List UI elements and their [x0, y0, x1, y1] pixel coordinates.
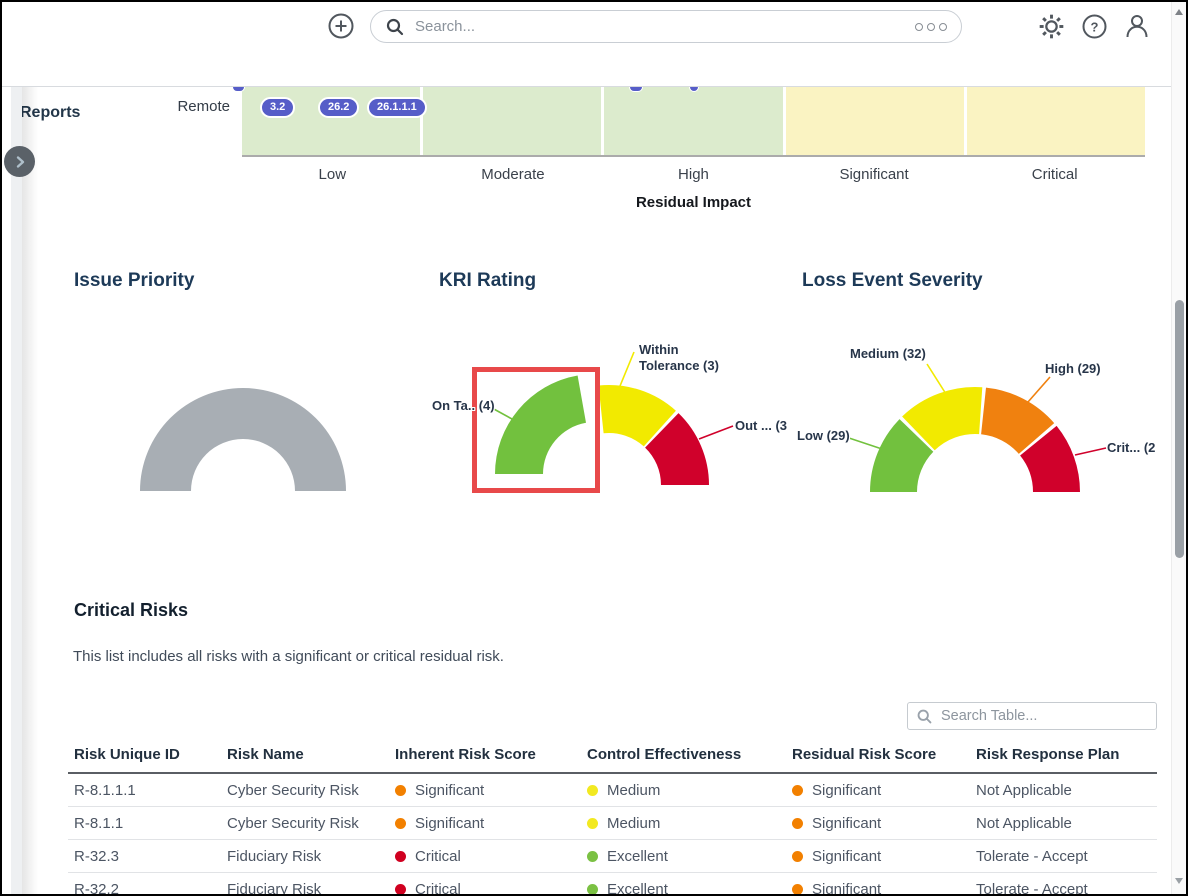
loss-event-severity-title: Loss Event Severity: [802, 270, 983, 291]
advanced-search-icon[interactable]: [915, 22, 947, 31]
table-row[interactable]: R-8.1.1.1 Cyber Security Risk Significan…: [68, 774, 1157, 807]
person-icon: [1126, 15, 1148, 38]
kri-label-out-of-tolerance: Out ... (3: [735, 418, 787, 433]
leader-line: [926, 363, 947, 395]
sidebar-expand-button[interactable]: [4, 146, 35, 177]
table-row[interactable]: R-32.3 Fiduciary Risk Critical Excellent…: [68, 840, 1157, 873]
scrollbar-thumb[interactable]: [1174, 300, 1184, 558]
heatmap-cell-high[interactable]: [604, 87, 786, 155]
search-icon: [386, 18, 404, 35]
topbar: ?: [2, 2, 1186, 48]
risk-badge[interactable]: 26.1.1.1: [367, 97, 427, 118]
status-dot: [587, 851, 598, 862]
heatmap-cell-critical[interactable]: [966, 87, 1146, 155]
vertical-scrollbar[interactable]: [1171, 2, 1186, 894]
table-row[interactable]: R-8.1.1 Cyber Security Risk Significant …: [68, 807, 1157, 840]
plus-circle-icon: [328, 13, 354, 39]
status-dot: [792, 818, 803, 829]
critical-risks-title: Critical Risks: [74, 600, 189, 620]
status-dot: [587, 818, 598, 829]
heatmap-column-labels: Low Moderate High Significant Critical: [242, 166, 1145, 183]
kri-rating-title: KRI Rating: [439, 270, 537, 291]
column-label-low: Low: [318, 166, 347, 183]
column-header[interactable]: Risk Name: [227, 746, 304, 763]
status-dot: [395, 884, 406, 894]
critical-risks-description: This list includes all risks with a sign…: [73, 648, 504, 665]
create-button[interactable]: [327, 12, 355, 43]
column-header[interactable]: Risk Unique ID: [74, 746, 180, 763]
status-dot: [587, 785, 598, 796]
heatmap-x-axis-label: Residual Impact: [635, 194, 752, 211]
heatmap-cell-moderate[interactable]: [423, 87, 605, 155]
column-header[interactable]: Control Effectiveness: [587, 746, 742, 763]
help-button[interactable]: ?: [1082, 14, 1107, 42]
svg-text:?: ?: [1091, 20, 1099, 35]
table-search-input[interactable]: [941, 708, 1148, 724]
table-header-row: Risk Unique ID Risk Name Inherent Risk S…: [68, 740, 1157, 773]
issue-priority-title: Issue Priority: [74, 270, 195, 291]
les-low-slice[interactable]: [870, 419, 934, 492]
sidebar-shadow: [22, 87, 38, 894]
account-button[interactable]: [1122, 11, 1152, 44]
column-header[interactable]: Inherent Risk Score: [395, 746, 536, 763]
scroll-down-arrow[interactable]: [1175, 878, 1183, 884]
table-search[interactable]: [907, 702, 1157, 730]
settings-button[interactable]: [1038, 13, 1065, 43]
les-high-slice[interactable]: [981, 387, 1055, 454]
status-dot: [587, 884, 598, 894]
kri-within-tolerance-slice[interactable]: [598, 384, 676, 447]
search-input[interactable]: [415, 18, 915, 35]
les-label-high: High (29): [1045, 361, 1101, 376]
column-label-moderate: Moderate: [481, 166, 545, 183]
gear-icon: [1039, 14, 1064, 39]
column-header[interactable]: Residual Risk Score: [792, 746, 937, 763]
les-label-low: Low (29): [797, 428, 850, 443]
leader-line: [491, 407, 513, 420]
status-dot: [395, 851, 406, 862]
column-header[interactable]: Risk Response Plan: [976, 746, 1120, 763]
issue-priority-gauge: [140, 386, 347, 493]
table-row[interactable]: R-32.2 Fiduciary Risk Critical Excellent…: [68, 873, 1157, 894]
les-label-medium: Medium (32): [850, 346, 926, 361]
reports-dropdown-label: Reports: [20, 104, 81, 121]
kri-out-of-tolerance-slice[interactable]: [645, 413, 709, 485]
les-label-critical: Crit... (2: [1107, 440, 1156, 455]
heatmap-cell-significant[interactable]: [785, 87, 967, 155]
les-medium-slice[interactable]: [902, 387, 983, 451]
kri-rating-gauge: On Ta.. (4) Within Tolerance (3) Out ...…: [432, 332, 792, 517]
search-icon: [917, 709, 932, 723]
question-circle-icon: ?: [1082, 14, 1107, 39]
heatmap-row-label: Remote: [177, 98, 230, 115]
leader-line: [698, 425, 734, 440]
issue-priority-arc[interactable]: [140, 388, 346, 491]
status-dot: [792, 785, 803, 796]
heatmap-grid: [242, 87, 1146, 157]
column-label-critical: Critical: [1031, 166, 1078, 183]
loss-event-severity-gauge: Medium (32) High (29) Low (29) Crit... (…: [792, 332, 1157, 517]
collapsed-sidebar: [11, 87, 22, 894]
tabbar: Reports Risk Management Risk Management …: [2, 48, 1186, 133]
status-dot: [792, 851, 803, 862]
les-critical-slice[interactable]: [1020, 425, 1080, 492]
global-search[interactable]: [370, 10, 962, 43]
kri-label-within-tolerance: Within Tolerance (3): [639, 342, 719, 373]
status-dot: [792, 884, 803, 894]
risk-badge[interactable]: 26.2: [318, 97, 360, 118]
column-label-significant: Significant: [839, 166, 909, 183]
leader-line: [619, 351, 635, 387]
kri-on-target-slice-selected[interactable]: [495, 375, 586, 475]
critical-risks-table: Risk Unique ID Risk Name Inherent Risk S…: [68, 740, 1157, 894]
status-dot: [395, 818, 406, 829]
leader-line: [1027, 376, 1051, 403]
scroll-up-arrow[interactable]: [1175, 9, 1183, 15]
risk-badge[interactable]: 3.2: [260, 97, 296, 118]
leader-line: [1074, 447, 1107, 456]
leader-line: [848, 437, 883, 450]
chevron-right-icon: [16, 155, 24, 168]
table-header-rule: [68, 772, 1157, 774]
column-label-high: High: [678, 166, 709, 183]
status-dot: [395, 785, 406, 796]
kri-label-on-target: On Ta.. (4): [432, 398, 495, 413]
